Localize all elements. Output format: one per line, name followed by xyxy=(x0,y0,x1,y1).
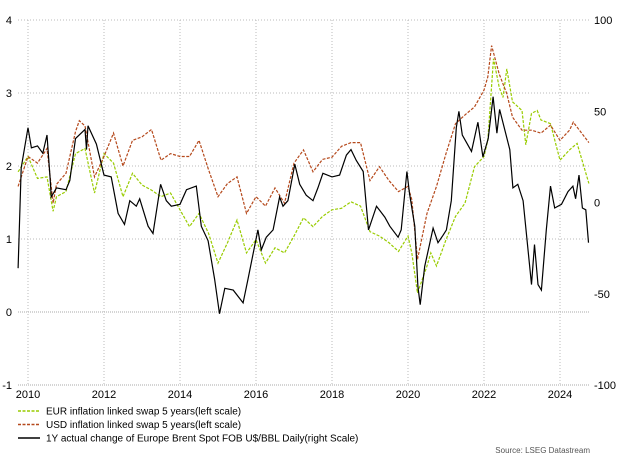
x-tick-label: 2010 xyxy=(16,389,40,401)
legend-label: USD inflation linked swap 5 years(left s… xyxy=(46,420,241,431)
y-left-tick-label: 0 xyxy=(6,307,12,319)
x-tick-label: 2024 xyxy=(548,389,572,401)
y-left-tick-label: 4 xyxy=(6,15,12,27)
y-left-tick-label: 3 xyxy=(6,88,12,100)
legend: EUR inflation linked swap 5 years(left s… xyxy=(18,407,358,445)
x-tick-label: 2022 xyxy=(472,389,496,401)
series-lines xyxy=(17,45,590,314)
series-line-2 xyxy=(17,96,590,314)
x-tick-label: 2012 xyxy=(92,389,116,401)
y-left-tick-label: 2 xyxy=(6,161,12,173)
y-left-tick-label: 1 xyxy=(6,234,12,246)
x-tick-label: 2020 xyxy=(396,389,420,401)
y-right-tick-label: -50 xyxy=(594,289,610,301)
series-line-0 xyxy=(17,58,590,294)
x-tick-label: 2018 xyxy=(320,389,344,401)
y-right-tick-label: 0 xyxy=(594,198,600,210)
y-left-tick-label: -1 xyxy=(2,380,12,392)
series-line-1 xyxy=(17,45,590,260)
axes: -1 0 1 2 3 4 -100 -50 0 50 100 2010 2012 2014 2016 2018… xyxy=(2,15,616,401)
grid xyxy=(18,19,590,386)
source-note: Source: LSEG Datastream xyxy=(495,446,590,455)
y-right-tick-label: -100 xyxy=(594,380,616,392)
y-right-tick-label: 50 xyxy=(594,106,606,118)
legend-label: 1Y actual change of Europe Brent Spot FO… xyxy=(46,434,358,445)
y-right-tick-label: 100 xyxy=(594,15,612,27)
x-tick-label: 2014 xyxy=(168,389,192,401)
legend-label: EUR inflation linked swap 5 years(left s… xyxy=(46,407,241,418)
x-tick-label: 2016 xyxy=(244,389,268,401)
